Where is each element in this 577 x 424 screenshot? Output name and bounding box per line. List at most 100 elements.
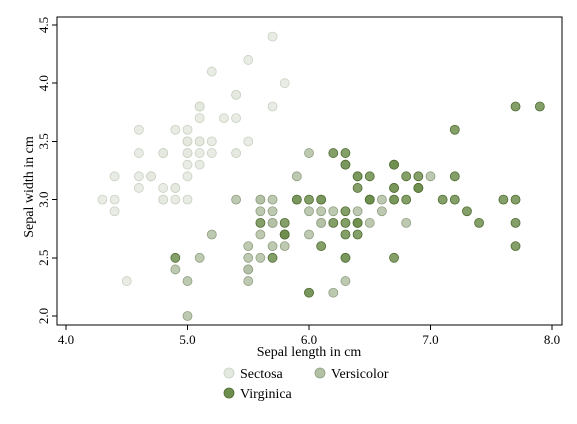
data-point-virginica: [401, 171, 412, 182]
legend-marker-virginica: [223, 387, 235, 399]
y-tick-label: 3.0: [36, 191, 51, 207]
data-point-versicolor: [401, 217, 412, 228]
data-point-versicolor: [255, 252, 266, 263]
data-point-versicolor: [243, 241, 254, 252]
data-point-virginica: [389, 194, 399, 205]
data-point-sectosa: [97, 194, 108, 205]
data-point-versicolor: [291, 171, 302, 182]
data-point-virginica: [364, 171, 375, 182]
data-point-virginica: [340, 217, 351, 228]
data-point-versicolor: [328, 287, 339, 298]
series-virginica: [170, 101, 545, 298]
data-point-versicolor: [304, 148, 314, 158]
series-versicolor: [170, 148, 436, 321]
data-point-virginica: [534, 101, 545, 112]
data-point-virginica: [510, 217, 521, 228]
data-point-virginica: [304, 194, 314, 205]
data-point-versicolor: [182, 311, 193, 321]
data-point-sectosa: [146, 171, 156, 182]
data-point-sectosa: [170, 194, 181, 205]
data-point-virginica: [352, 229, 363, 240]
data-point-versicolor: [243, 276, 254, 286]
legend-item-sectosa: Sectosa: [223, 367, 284, 382]
data-point-sectosa: [133, 183, 144, 193]
data-point-virginica: [340, 206, 351, 217]
data-point-versicolor: [316, 206, 327, 217]
data-point-sectosa: [133, 171, 144, 182]
data-point-sectosa: [133, 148, 144, 158]
data-point-virginica: [340, 252, 351, 263]
data-point-versicolor: [267, 217, 278, 228]
data-point-sectosa: [182, 171, 193, 182]
data-point-versicolor: [206, 229, 217, 240]
legend-item-versicolor: Versicolor: [314, 367, 389, 382]
data-point-virginica: [462, 206, 472, 217]
data-point-virginica: [498, 194, 509, 205]
data-point-virginica: [413, 171, 424, 182]
data-point-versicolor: [304, 229, 314, 240]
data-point-virginica: [316, 241, 327, 252]
data-point-sectosa: [206, 148, 217, 158]
y-tick-label: 2.0: [36, 308, 51, 324]
data-point-sectosa: [182, 136, 193, 147]
data-point-versicolor: [279, 241, 290, 252]
data-point-virginica: [437, 194, 448, 205]
data-point-virginica: [352, 183, 363, 193]
data-point-sectosa: [158, 194, 169, 205]
data-point-versicolor: [267, 206, 278, 217]
data-point-sectosa: [194, 159, 205, 170]
data-point-sectosa: [182, 148, 193, 158]
x-tick-label: 8.0: [544, 332, 560, 347]
x-tick-label: 5.0: [179, 332, 195, 347]
data-point-sectosa: [231, 113, 242, 124]
data-point-sectosa: [243, 55, 254, 65]
data-point-virginica: [328, 217, 339, 228]
data-point-sectosa: [158, 148, 169, 158]
data-point-virginica: [328, 148, 339, 158]
data-point-sectosa: [109, 171, 120, 182]
data-point-virginica: [364, 194, 375, 205]
y-tick-label: 4.0: [36, 75, 51, 91]
data-point-versicolor: [364, 217, 375, 228]
data-point-sectosa: [194, 113, 205, 124]
data-point-sectosa: [231, 148, 242, 158]
data-point-virginica: [413, 183, 424, 193]
data-point-virginica: [279, 229, 290, 240]
data-point-virginica: [304, 287, 314, 298]
data-point-virginica: [510, 241, 521, 252]
data-point-virginica: [389, 252, 399, 263]
data-point-sectosa: [121, 276, 132, 286]
data-point-versicolor: [267, 241, 278, 252]
data-point-sectosa: [133, 124, 144, 135]
data-point-versicolor: [340, 276, 351, 286]
y-tick-label: 4.5: [36, 17, 51, 33]
data-point-virginica: [474, 217, 485, 228]
legend-marker-sectosa: [223, 367, 235, 379]
data-point-versicolor: [231, 194, 242, 205]
data-point-virginica: [389, 183, 399, 193]
x-tick-label: 7.0: [422, 332, 438, 347]
axes: Sepal length in cm Sepal width in cm 4.0…: [22, 17, 560, 360]
data-point-versicolor: [255, 206, 266, 217]
data-point-versicolor: [170, 264, 181, 275]
legend-item-virginica: Virginica: [223, 387, 293, 402]
data-point-versicolor: [243, 264, 254, 275]
plot-area: [56, 16, 563, 326]
data-point-sectosa: [219, 113, 229, 124]
data-point-sectosa: [158, 183, 169, 193]
data-point-virginica: [510, 194, 521, 205]
x-tick-label: 4.0: [58, 332, 74, 347]
data-point-sectosa: [170, 124, 181, 135]
data-point-virginica: [352, 217, 363, 228]
data-point-sectosa: [109, 194, 120, 205]
data-point-versicolor: [255, 194, 266, 205]
data-point-versicolor: [243, 252, 254, 263]
data-point-sectosa: [194, 101, 205, 112]
data-point-versicolor: [194, 252, 205, 263]
data-point-sectosa: [267, 31, 278, 42]
data-point-virginica: [279, 217, 290, 228]
data-point-sectosa: [182, 159, 193, 170]
data-point-sectosa: [279, 78, 290, 89]
data-point-virginica: [340, 229, 351, 240]
